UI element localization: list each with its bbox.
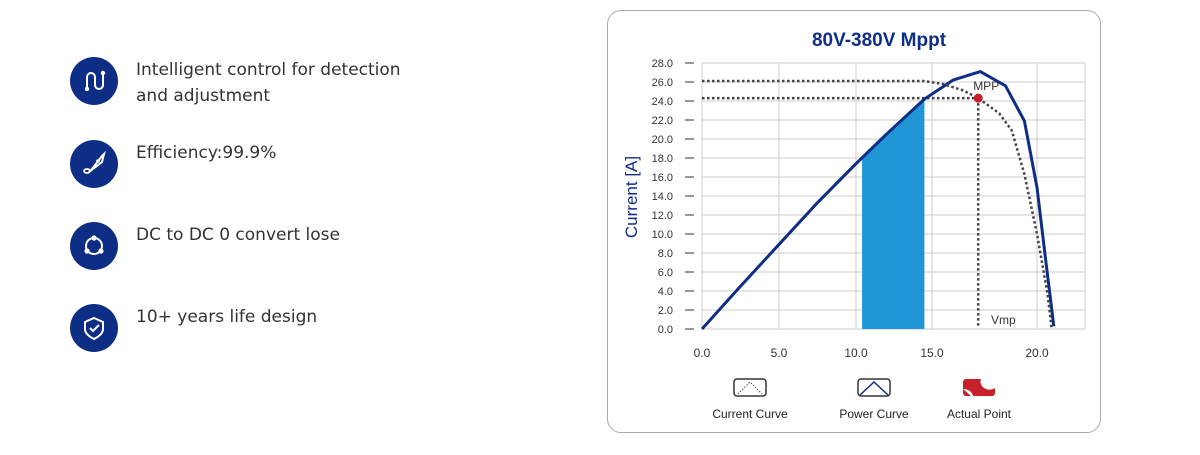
legend-label: Actual Point xyxy=(947,407,1012,421)
y-tick-label: 10.0 xyxy=(652,229,673,241)
vmp-label: Vmp xyxy=(991,313,1016,327)
x-tick-label: 10.0 xyxy=(844,346,868,360)
power-curve-legend-line xyxy=(859,380,889,396)
feature-text: Intelligent control for detection and ad… xyxy=(136,60,401,106)
power-curve xyxy=(700,70,1056,331)
mppt-chart: 80V-380V Mppt 0.0 2.0 4.0 6.0 8.0 10.0 12.0 14.0… xyxy=(622,30,1086,421)
y-tick-label: 8.0 xyxy=(658,248,673,260)
mpp-point xyxy=(973,93,983,103)
x-tick-label: 0.0 xyxy=(694,346,711,360)
feature-text: DC to DC 0 convert lose xyxy=(136,225,340,245)
shield-check-icon xyxy=(70,304,118,352)
actual-point-legend-shape xyxy=(963,379,995,396)
y-tick-label: 20.0 xyxy=(652,134,673,146)
y-tick-label: 16.0 xyxy=(652,172,673,184)
current-curve-legend-line xyxy=(737,381,763,395)
legend-label: Power Curve xyxy=(839,407,909,421)
y-axis-label: Current [A] xyxy=(622,156,641,238)
y-tick-label: 18.0 xyxy=(652,153,673,165)
y-tick-label: 28.0 xyxy=(652,58,673,70)
circuit-icon xyxy=(70,57,118,105)
x-tick-label: 20.0 xyxy=(1025,346,1049,360)
feature-item: Intelligent control for detection and ad… xyxy=(70,57,426,109)
current-curve xyxy=(702,79,1053,330)
network-icon xyxy=(70,222,118,270)
x-tick-label: 5.0 xyxy=(771,346,788,360)
current-curve-legend-icon xyxy=(733,378,767,397)
power-curve-legend-icon xyxy=(857,378,891,397)
y-tick-label: 14.0 xyxy=(652,191,673,203)
legend-label: Current Curve xyxy=(712,407,788,421)
mpp-label: MPP xyxy=(973,79,999,93)
feature-text: Efficiency:99.9% xyxy=(136,143,277,163)
y-tick-label: 24.0 xyxy=(652,96,673,108)
rocket-icon xyxy=(70,140,118,188)
y-tick-label: 6.0 xyxy=(658,267,673,279)
feature-item: Efficiency:99.9% xyxy=(70,140,426,188)
chart-title: 80V-380V Mppt xyxy=(812,30,947,51)
x-tick-label: 15.0 xyxy=(920,346,944,360)
chart-card: 80V-380V Mppt 0.0 2.0 4.0 6.0 8.0 10.0 12.0 14.0… xyxy=(607,10,1101,433)
feature-item: 10+ years life design xyxy=(70,304,426,352)
y-tick-label: 12.0 xyxy=(652,210,673,222)
feature-text: 10+ years life design xyxy=(136,307,318,327)
y-tick-label: 4.0 xyxy=(658,286,673,298)
y-tick-label: 22.0 xyxy=(652,115,673,127)
y-tick-label: 0.0 xyxy=(658,324,673,336)
y-tick-label: 26.0 xyxy=(652,77,673,89)
shaded-region xyxy=(862,99,925,329)
y-tick-label: 2.0 xyxy=(658,305,673,317)
feature-item: DC to DC 0 convert lose xyxy=(70,222,426,270)
